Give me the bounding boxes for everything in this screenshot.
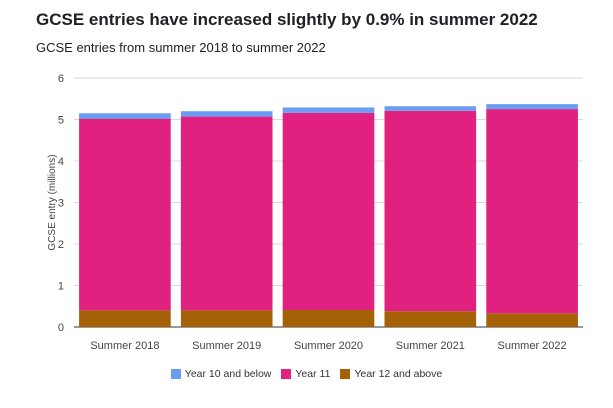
y-tick-label: 6 bbox=[58, 73, 64, 85]
legend-label: Year 10 and below bbox=[184, 368, 272, 380]
bar-segment bbox=[180, 116, 273, 311]
legend-swatch bbox=[340, 369, 351, 379]
x-tick-label: Summer 2018 bbox=[90, 340, 159, 352]
x-tick-label: Summer 2019 bbox=[192, 340, 261, 352]
bar-segment bbox=[384, 110, 477, 312]
legend-item: Year 11 bbox=[281, 368, 330, 380]
bar-segment bbox=[180, 111, 273, 117]
y-tick-label: 5 bbox=[58, 115, 64, 127]
bar-segment bbox=[384, 311, 477, 327]
y-tick-label: 2 bbox=[58, 239, 64, 251]
y-tick-label: 4 bbox=[58, 156, 64, 168]
bar-segment bbox=[79, 118, 171, 311]
bar-segment bbox=[79, 310, 171, 327]
legend-item: Year 12 and above bbox=[340, 368, 442, 380]
legend-label: Year 12 and above bbox=[354, 368, 443, 380]
bar-segment bbox=[486, 109, 578, 314]
chart-subtitle: GCSE entries from summer 2018 to summer … bbox=[36, 40, 326, 55]
bar-segment bbox=[282, 112, 375, 310]
bar-segment bbox=[282, 107, 375, 113]
legend-item: Year 10 and below bbox=[170, 368, 272, 380]
legend-swatch bbox=[170, 369, 181, 379]
y-tick-label: 1 bbox=[58, 281, 64, 293]
chart-title: GCSE entries have increased slightly by … bbox=[36, 10, 538, 29]
x-tick-label: Summer 2021 bbox=[396, 340, 465, 352]
bar-segment bbox=[486, 313, 578, 327]
x-tick-label: Summer 2020 bbox=[294, 340, 363, 352]
y-axis-title: GCSE entry (millions) bbox=[47, 154, 58, 250]
bar-segment bbox=[79, 113, 171, 119]
y-tick-label: 3 bbox=[58, 198, 64, 210]
y-tick-label: 0 bbox=[58, 322, 64, 334]
bar-segment bbox=[486, 104, 578, 110]
bar-segment bbox=[384, 106, 477, 111]
x-tick-label: Summer 2022 bbox=[498, 340, 567, 352]
legend-swatch bbox=[281, 369, 292, 379]
legend: Year 10 and below Year 11 Year 12 and abov… bbox=[0, 368, 613, 380]
legend-label: Year 11 bbox=[295, 368, 331, 380]
bar-segment bbox=[180, 310, 273, 327]
bar-segment bbox=[282, 309, 375, 327]
